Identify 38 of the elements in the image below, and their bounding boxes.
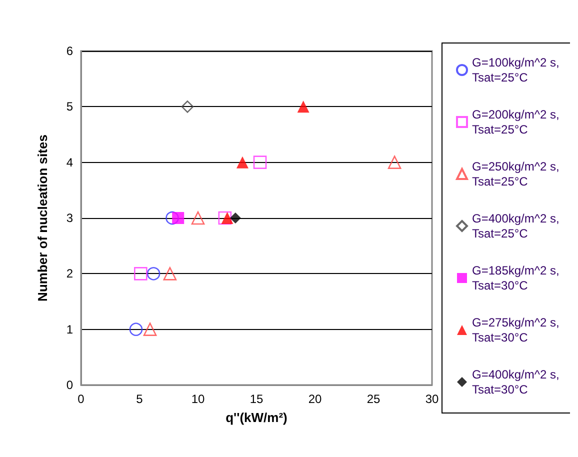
- y-tick-label: 1: [66, 322, 74, 336]
- y-axis-title: Number of nucleation sites: [35, 134, 50, 302]
- point: [388, 156, 402, 169]
- point: [191, 211, 205, 225]
- x-tick-label: 30: [425, 392, 439, 406]
- point: [230, 212, 241, 224]
- legend-label: G=400kg/m^2 s, Tsat=30°C: [472, 368, 563, 396]
- point: [236, 156, 248, 168]
- point: [143, 322, 157, 336]
- point: [172, 212, 184, 224]
- point: [253, 156, 267, 169]
- point: [221, 212, 234, 224]
- point: [146, 267, 160, 280]
- point: [297, 100, 310, 113]
- legend-label: G=400kg/m^2 s, Tsat=25°C: [472, 212, 563, 240]
- x-tick-label: 25: [366, 392, 380, 406]
- legend-label: G=200kg/m^2 s, Tsat=25°C: [472, 108, 563, 136]
- x-axis-title: q''(kW/m²): [226, 410, 288, 425]
- legend-label: G=185kg/m^2 s, Tsat=30°C: [472, 264, 563, 292]
- y-tick-label: 5: [66, 100, 74, 114]
- y-tick-label: 2: [66, 266, 74, 281]
- point: [218, 211, 232, 225]
- y-tick-label: 0: [66, 378, 74, 392]
- point: [181, 100, 194, 113]
- y-tick-label: 6: [66, 44, 74, 58]
- point: [134, 267, 148, 280]
- point: [163, 267, 177, 280]
- x-tick-label: 20: [308, 392, 322, 406]
- legend-label: G=250kg/m^2 s, Tsat=25°C: [472, 160, 563, 188]
- legend-label: G=275kg/m^2 s, Tsat=30°C: [472, 316, 563, 344]
- point: [129, 322, 143, 336]
- x-tick-label: 15: [250, 392, 264, 406]
- x-tick-label: 10: [191, 392, 205, 406]
- y-tick-label: 3: [66, 211, 74, 225]
- y-tick-label: 4: [66, 155, 74, 170]
- legend-label: G=100kg/m^2 s, Tsat=25°C: [472, 56, 563, 84]
- x-tick-label: 5: [136, 392, 144, 406]
- x-tick-label: 0: [78, 392, 85, 406]
